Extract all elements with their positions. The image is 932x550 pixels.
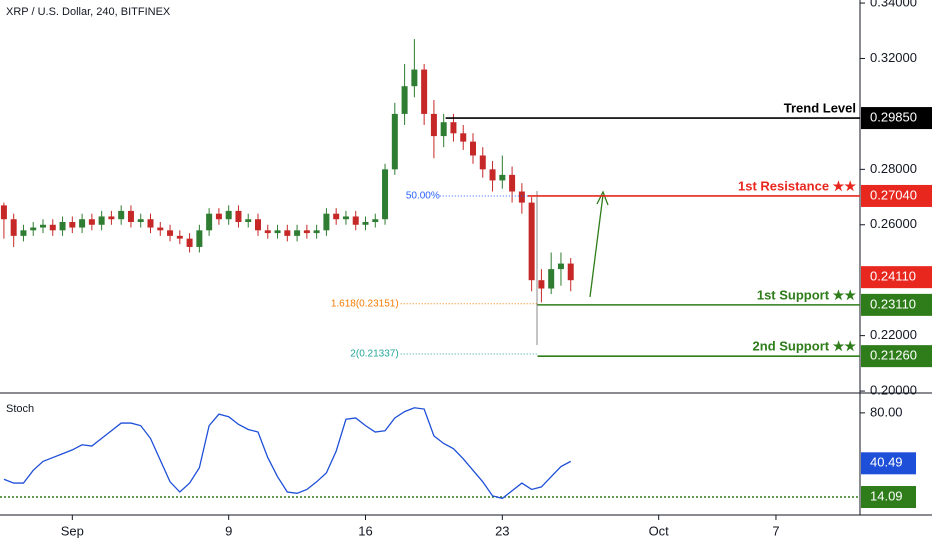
candle-body: [313, 230, 320, 234]
candle-body: [401, 86, 408, 114]
x-tick-label: Sep: [61, 523, 84, 538]
candle-body: [196, 230, 203, 247]
value-label-box: [861, 486, 916, 509]
candle-body: [303, 230, 310, 234]
candle-body: [470, 141, 476, 156]
fib-label: 50.00%: [406, 191, 440, 202]
candle-body: [176, 235, 183, 239]
candle-body: [528, 202, 535, 281]
candle-body: [88, 219, 95, 225]
candle-body: [108, 216, 115, 220]
price-label-box: [861, 184, 932, 207]
price-label-box: [861, 345, 932, 368]
value-label: 14.09: [870, 488, 903, 503]
level-name: 2nd Support ★★: [753, 339, 857, 354]
candle-body: [382, 169, 389, 220]
stoch-line: [3, 407, 572, 500]
x-tick-label: 16: [358, 523, 372, 538]
fib-label: 2(0.21337): [350, 349, 398, 360]
candle-body: [352, 216, 359, 225]
candle-body: [245, 219, 252, 222]
y-tick-label: 0.28000: [870, 161, 917, 176]
price-label: 0.23110: [870, 296, 916, 311]
price-label-box: [861, 293, 932, 316]
candle-body: [323, 213, 330, 231]
candle-body: [372, 219, 379, 222]
y-tick-label: 0.26000: [870, 216, 917, 231]
candle-body: [147, 219, 154, 228]
candle-body: [391, 113, 398, 170]
y-tick-label: 80.00: [870, 404, 903, 419]
candle-body: [499, 174, 506, 181]
candle-body: [49, 224, 56, 231]
candle-body: [98, 216, 105, 225]
y-tick-label: 0.32000: [870, 50, 917, 65]
candle-body: [127, 210, 134, 222]
candle-body: [186, 238, 193, 247]
candle-body: [235, 210, 242, 222]
candle-body: [557, 263, 564, 270]
value-label-box: [861, 452, 916, 475]
candle-body: [167, 230, 174, 236]
price-label: 0.24110: [870, 269, 916, 284]
y-tick-label: 0.34000: [870, 0, 917, 9]
candle-body: [0, 205, 7, 220]
candle-body: [69, 221, 76, 228]
candle-body: [489, 169, 496, 181]
candle-body: [79, 219, 86, 228]
candle-body: [430, 113, 437, 137]
candle-body: [118, 210, 125, 220]
x-tick-label: 7: [772, 523, 779, 538]
candle-body: [59, 221, 66, 231]
price-label: 0.29850: [870, 110, 917, 125]
value-label: 40.49: [870, 455, 903, 470]
arrow-head: [596, 190, 609, 206]
candle-body: [274, 230, 281, 234]
candle-body: [215, 213, 222, 220]
candle-body: [411, 69, 418, 87]
chart-title: XRP / U.S. Dollar, 240, BITFINEX: [6, 6, 171, 18]
candle-body: [538, 280, 545, 289]
price-label-box: [861, 107, 932, 130]
x-tick-label: 9: [225, 523, 232, 538]
x-tick-label: Oct: [649, 523, 670, 538]
y-tick-label: 0.22000: [870, 327, 917, 342]
candle-body: [157, 227, 164, 231]
candle-body: [548, 269, 555, 289]
x-tick-label: 23: [495, 523, 509, 538]
candle-body: [479, 155, 486, 170]
price-label: 0.21260: [870, 348, 917, 363]
candle-body: [567, 263, 574, 281]
price-label-box: [861, 266, 932, 289]
candle-body: [20, 230, 27, 236]
candle-body: [137, 219, 144, 222]
level-name: 1st Resistance ★★: [738, 178, 856, 193]
stoch-title: Stoch: [6, 403, 34, 415]
candle-body: [255, 219, 261, 231]
fib-label: 1.618(0.23151): [331, 298, 399, 309]
level-name: Trend Level: [784, 101, 856, 116]
candle-body: [30, 227, 37, 231]
candle-body: [333, 213, 340, 220]
candle-body: [10, 219, 17, 236]
candle-body: [264, 230, 271, 234]
candle-body: [362, 221, 369, 225]
candle-body: [509, 174, 516, 192]
candle-body: [40, 224, 46, 228]
arrow: [589, 194, 604, 298]
y-tick-label: 0.20000: [870, 382, 917, 397]
candle-body: [450, 122, 457, 134]
candle-body: [294, 230, 301, 236]
candle-body: [440, 122, 447, 137]
candle-body: [518, 191, 525, 203]
level-name: 1st Support ★★: [757, 287, 856, 302]
price-label: 0.27040: [870, 187, 917, 202]
candle-body: [421, 69, 428, 114]
candle-body: [284, 230, 291, 236]
candle-body: [225, 210, 232, 220]
candle-body: [460, 133, 467, 142]
candle-body: [206, 213, 213, 231]
candle-body: [342, 216, 349, 220]
